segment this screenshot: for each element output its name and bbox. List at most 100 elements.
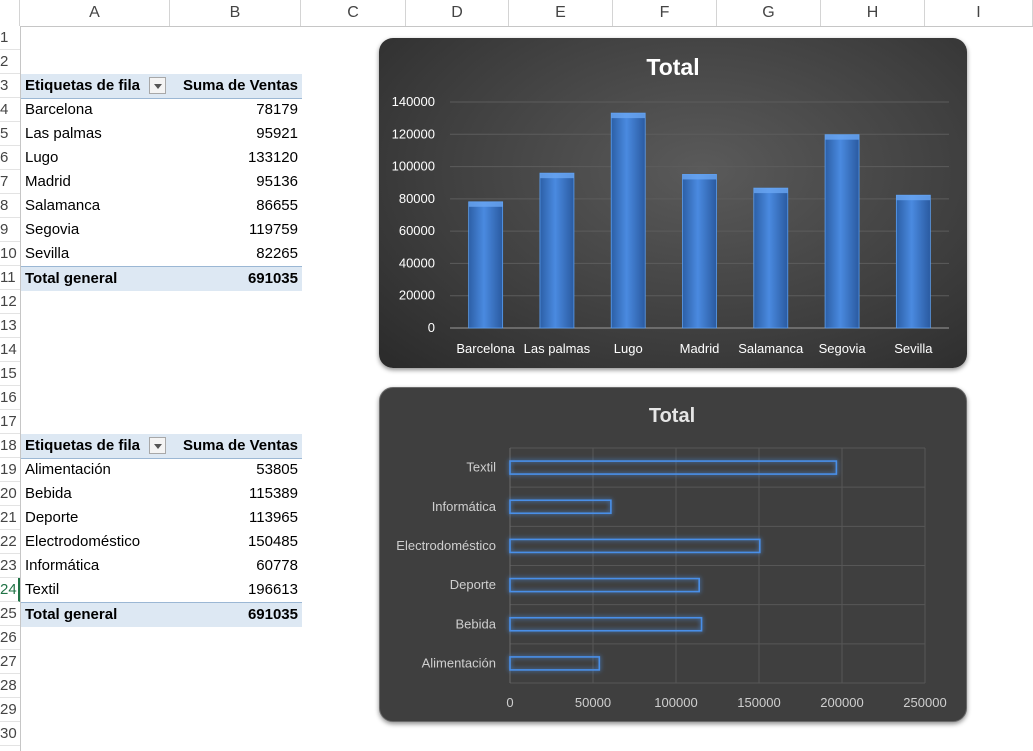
bar-alimentación[interactable] [509,656,601,671]
select-all-corner[interactable] [0,0,20,26]
row-labels-header: Etiquetas de fila [25,77,141,94]
row-header-14[interactable]: 14 [0,338,20,362]
row-header-8[interactable]: 8 [0,194,20,218]
row-header-30[interactable]: 30 [0,722,20,746]
pivot-row[interactable]: Informática 60778 [21,554,302,578]
row-label: Electrodoméstico [25,533,141,550]
column-bar-lugo[interactable] [610,112,646,329]
row-header-5[interactable]: 5 [0,122,20,146]
chart-title[interactable]: Total [649,405,695,427]
pivot-row[interactable]: Salamanca 86655 [21,194,302,218]
row-header-15[interactable]: 15 [0,362,20,386]
y-tick-label: Informática [432,499,497,514]
row-value: 78179 [256,101,298,118]
x-tick-label: Salamanca [738,341,804,356]
x-tick-label: Segovia [819,341,867,356]
row-header-13[interactable]: 13 [0,314,20,338]
y-tick-label: Alimentación [422,655,496,670]
row-header-26[interactable]: 26 [0,626,20,650]
pivot-row[interactable]: Segovia 119759 [21,218,302,242]
y-tick-label: Deporte [450,577,496,592]
column-header-b[interactable]: B [170,0,301,26]
column-header-h[interactable]: H [821,0,925,26]
column-header-e[interactable]: E [509,0,613,26]
column-header-f[interactable]: F [613,0,717,26]
row-header-27[interactable]: 27 [0,650,20,674]
row-header-9[interactable]: 9 [0,218,20,242]
pivot-row[interactable]: Lugo 133120 [21,146,302,170]
column-bar-top [896,195,931,201]
column-bar-segovia[interactable] [824,134,860,329]
row-header-6[interactable]: 6 [0,146,20,170]
row-header-bar: 1 2 3 4 5 6 7 8 9 10 11 12 13 14 15 16 17 18 19 20 21 22 23 24 2… [0,26,21,751]
column-header-i[interactable]: I [925,0,1033,26]
y-tick-label: 60000 [399,223,435,238]
column-header-c[interactable]: C [301,0,406,26]
row-header-10[interactable]: 10 [0,242,20,266]
pivot-row[interactable]: Las palmas 95921 [21,122,302,146]
row-header-2[interactable]: 2 [0,50,20,74]
x-tick-label: 0 [506,695,513,710]
row-header-24[interactable]: 24 [0,578,20,602]
pivot-row[interactable]: Textil 196613 [21,578,302,602]
column-bar-top [825,134,860,140]
row-header-3[interactable]: 3 [0,74,20,98]
pivot-row[interactable]: Electrodoméstico 150485 [21,530,302,554]
bar-informática[interactable] [509,499,612,515]
pivot-row[interactable]: Bebida 115389 [21,482,302,506]
column-header-d[interactable]: D [406,0,509,26]
bar-textil[interactable] [509,460,838,475]
column-bar-salamanca[interactable] [753,187,789,329]
bar-deporte[interactable] [509,577,700,593]
pivot-row[interactable]: Madrid 95136 [21,170,302,194]
row-header-21[interactable]: 21 [0,506,20,530]
row-header-19[interactable]: 19 [0,458,20,482]
pivot-row[interactable]: Alimentación 53805 [21,458,302,482]
sum-header: Suma de Ventas [182,77,298,94]
row-header-12[interactable]: 12 [0,290,20,314]
filter-dropdown-icon[interactable] [149,77,166,94]
row-header-23[interactable]: 23 [0,554,20,578]
pivot-row[interactable]: Barcelona 78179 [21,98,302,122]
bar-bebida[interactable] [509,616,703,632]
row-header-1[interactable]: 1 [0,26,20,50]
y-tick-label: Textil [466,460,496,475]
pivot-row[interactable]: Deporte 113965 [21,506,302,530]
pivot-header-row: Etiquetas de fila Suma de Ventas [21,74,302,99]
bar-chart-categories[interactable]: Total 0 50000 100000 150000 200000 250000 Alime… [379,387,967,722]
row-header-17[interactable]: 17 [0,410,20,434]
x-tick-label: Lugo [614,341,643,356]
row-header-28[interactable]: 28 [0,674,20,698]
row-value: 82265 [256,245,298,262]
total-value: 691035 [247,606,298,623]
column-header-g[interactable]: G [717,0,821,26]
total-label: Total general [25,606,118,623]
row-header-4[interactable]: 4 [0,98,20,122]
bar-electrodoméstico[interactable] [509,538,761,554]
column-header-a[interactable]: A [20,0,170,26]
row-value: 113965 [249,509,298,526]
filter-dropdown-icon[interactable] [149,437,166,454]
row-label: Las palmas [25,125,102,142]
pivot-row[interactable]: Sevilla 82265 [21,242,302,266]
row-value: 150485 [247,533,298,550]
row-header-22[interactable]: 22 [0,530,20,554]
row-header-20[interactable]: 20 [0,482,20,506]
column-bar-madrid[interactable] [682,174,717,329]
row-header-25[interactable]: 25 [0,602,20,626]
row-label: Informática [25,557,100,574]
x-tick-label: 200000 [820,695,863,710]
row-header-11[interactable]: 11 [0,266,20,290]
column-bar-barcelona[interactable] [468,201,504,329]
column-bar-sevilla[interactable] [895,194,931,329]
row-value: 133120 [247,149,298,166]
row-value: 95136 [256,173,298,190]
y-tick-label: Bebida [456,616,497,631]
column-chart-cities[interactable]: Total 0 20000 40000 60000 80000 100000 120000 14… [379,38,967,368]
row-header-29[interactable]: 29 [0,698,20,722]
column-bar-las-palmas[interactable] [539,172,575,329]
row-header-16[interactable]: 16 [0,386,20,410]
row-header-7[interactable]: 7 [0,170,20,194]
chart-title[interactable]: Total [646,54,699,80]
row-header-18[interactable]: 18 [0,434,20,458]
